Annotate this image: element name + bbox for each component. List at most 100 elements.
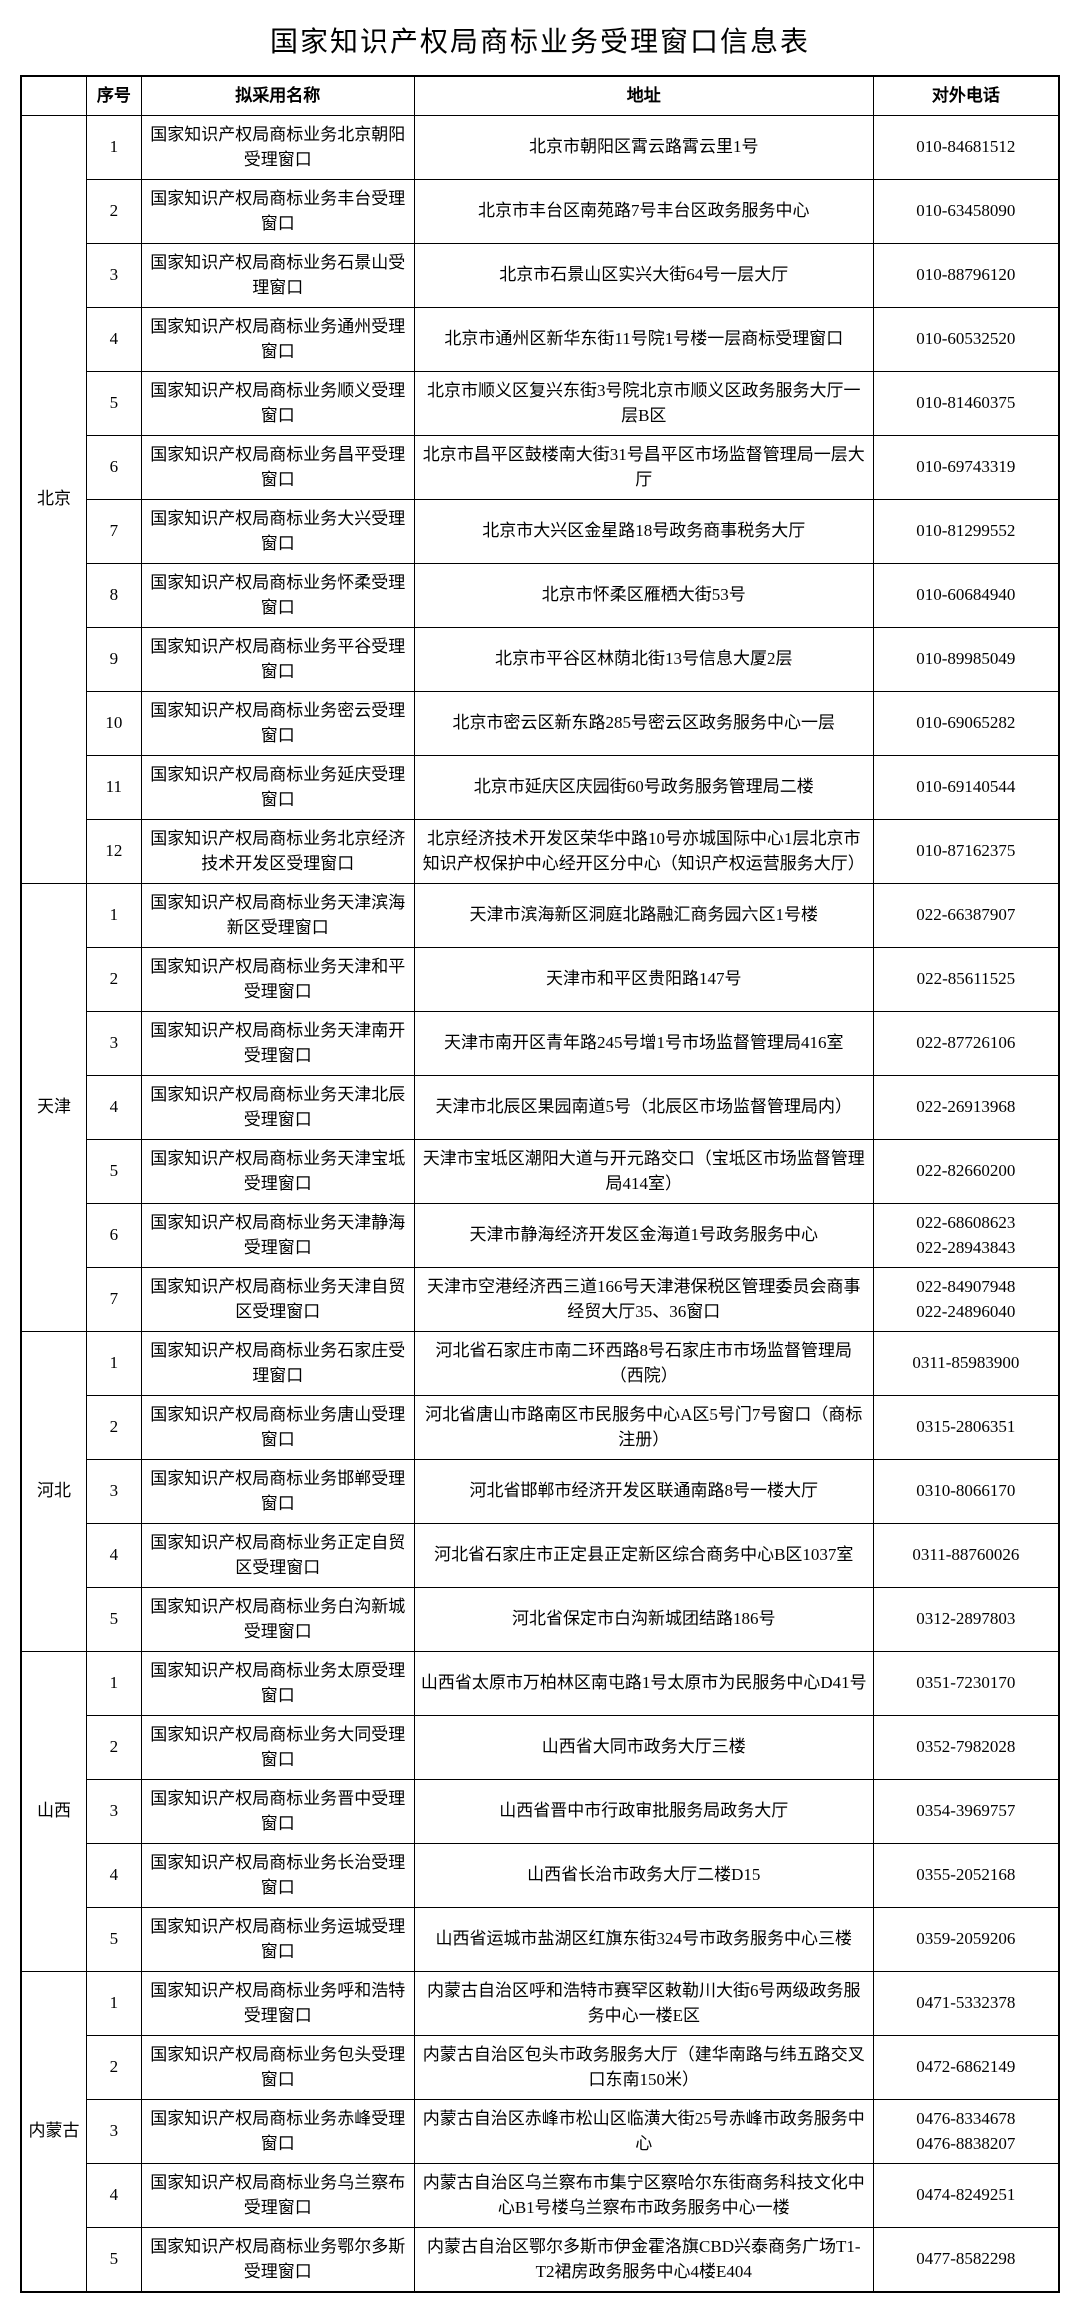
- phone-cell: 0354-3969757: [873, 1779, 1059, 1843]
- num-cell: 5: [87, 2227, 142, 2292]
- name-cell: 国家知识产权局商标业务鄂尔多斯受理窗口: [141, 2227, 414, 2292]
- phone-cell: 010-81299552: [873, 499, 1059, 563]
- num-cell: 11: [87, 755, 142, 819]
- table-row: 2国家知识产权局商标业务包头受理窗口内蒙古自治区包头市政务服务大厅（建华南路与纬…: [21, 2035, 1059, 2099]
- name-cell: 国家知识产权局商标业务正定自贸区受理窗口: [141, 1523, 414, 1587]
- name-cell: 国家知识产权局商标业务大同受理窗口: [141, 1715, 414, 1779]
- table-row: 5国家知识产权局商标业务天津宝坻受理窗口天津市宝坻区潮阳大道与开元路交口（宝坻区…: [21, 1139, 1059, 1203]
- table-row: 内蒙古1国家知识产权局商标业务呼和浩特受理窗口内蒙古自治区呼和浩特市赛罕区敕勒川…: [21, 1971, 1059, 2035]
- name-cell: 国家知识产权局商标业务唐山受理窗口: [141, 1395, 414, 1459]
- name-cell: 国家知识产权局商标业务大兴受理窗口: [141, 499, 414, 563]
- addr-cell: 天津市南开区青年路245号增1号市场监督管理局416室: [414, 1011, 873, 1075]
- addr-cell: 北京市平谷区林荫北街13号信息大厦2层: [414, 627, 873, 691]
- phone-cell: 0359-2059206: [873, 1907, 1059, 1971]
- table-row: 3国家知识产权局商标业务邯郸受理窗口河北省邯郸市经济开发区联通南路8号一楼大厅0…: [21, 1459, 1059, 1523]
- addr-cell: 河北省石家庄市正定县正定新区综合商务中心B区1037室: [414, 1523, 873, 1587]
- phone-cell: 0311-85983900: [873, 1331, 1059, 1395]
- table-row: 9国家知识产权局商标业务平谷受理窗口北京市平谷区林荫北街13号信息大厦2层010…: [21, 627, 1059, 691]
- phone-cell: 0312-2897803: [873, 1587, 1059, 1651]
- num-cell: 3: [87, 243, 142, 307]
- phone-cell: 0352-7982028: [873, 1715, 1059, 1779]
- name-cell: 国家知识产权局商标业务太原受理窗口: [141, 1651, 414, 1715]
- name-cell: 国家知识产权局商标业务北京经济技术开发区受理窗口: [141, 819, 414, 883]
- phone-cell: 0315-2806351: [873, 1395, 1059, 1459]
- table-row: 山西1国家知识产权局商标业务太原受理窗口山西省太原市万柏林区南屯路1号太原市为民…: [21, 1651, 1059, 1715]
- num-cell: 4: [87, 1075, 142, 1139]
- phone-cell: 010-69065282: [873, 691, 1059, 755]
- addr-cell: 河北省邯郸市经济开发区联通南路8号一楼大厅: [414, 1459, 873, 1523]
- num-cell: 1: [87, 1971, 142, 2035]
- addr-cell: 北京市丰台区南苑路7号丰台区政务服务中心: [414, 179, 873, 243]
- table-row: 11国家知识产权局商标业务延庆受理窗口北京市延庆区庆园街60号政务服务管理局二楼…: [21, 755, 1059, 819]
- table-row: 河北1国家知识产权局商标业务石家庄受理窗口河北省石家庄市南二环西路8号石家庄市市…: [21, 1331, 1059, 1395]
- num-cell: 4: [87, 2163, 142, 2227]
- num-cell: 1: [87, 115, 142, 179]
- name-cell: 国家知识产权局商标业务密云受理窗口: [141, 691, 414, 755]
- name-cell: 国家知识产权局商标业务平谷受理窗口: [141, 627, 414, 691]
- addr-cell: 山西省太原市万柏林区南屯路1号太原市为民服务中心D41号: [414, 1651, 873, 1715]
- num-cell: 4: [87, 1843, 142, 1907]
- region-cell: 北京: [21, 115, 87, 883]
- name-cell: 国家知识产权局商标业务天津和平受理窗口: [141, 947, 414, 1011]
- phone-cell: 010-60532520: [873, 307, 1059, 371]
- phone-cell: 022-66387907: [873, 883, 1059, 947]
- num-cell: 1: [87, 1331, 142, 1395]
- name-cell: 国家知识产权局商标业务呼和浩特受理窗口: [141, 1971, 414, 2035]
- page-title: 国家知识产权局商标业务受理窗口信息表: [20, 20, 1060, 60]
- phone-cell: 010-60684940: [873, 563, 1059, 627]
- table-row: 5国家知识产权局商标业务顺义受理窗口北京市顺义区复兴东街3号院北京市顺义区政务服…: [21, 371, 1059, 435]
- name-cell: 国家知识产权局商标业务乌兰察布受理窗口: [141, 2163, 414, 2227]
- phone-cell: 0355-2052168: [873, 1843, 1059, 1907]
- table-row: 12国家知识产权局商标业务北京经济技术开发区受理窗口北京经济技术开发区荣华中路1…: [21, 819, 1059, 883]
- num-cell: 4: [87, 307, 142, 371]
- phone-cell: 010-69743319: [873, 435, 1059, 499]
- addr-cell: 北京市昌平区鼓楼南大街31号昌平区市场监督管理局一层大厅: [414, 435, 873, 499]
- name-cell: 国家知识产权局商标业务丰台受理窗口: [141, 179, 414, 243]
- addr-cell: 内蒙古自治区赤峰市松山区临潢大街25号赤峰市政务服务中心: [414, 2099, 873, 2163]
- table-row: 5国家知识产权局商标业务鄂尔多斯受理窗口内蒙古自治区鄂尔多斯市伊金霍洛旗CBD兴…: [21, 2227, 1059, 2292]
- num-cell: 7: [87, 499, 142, 563]
- addr-cell: 内蒙古自治区鄂尔多斯市伊金霍洛旗CBD兴泰商务广场T1-T2裙房政务服务中心4楼…: [414, 2227, 873, 2292]
- addr-cell: 天津市宝坻区潮阳大道与开元路交口（宝坻区市场监督管理局414室）: [414, 1139, 873, 1203]
- region-cell: 内蒙古: [21, 1971, 87, 2292]
- name-cell: 国家知识产权局商标业务天津静海受理窗口: [141, 1203, 414, 1267]
- addr-cell: 天津市滨海新区洞庭北路融汇商务园六区1号楼: [414, 883, 873, 947]
- phone-cell: 010-87162375: [873, 819, 1059, 883]
- num-cell: 4: [87, 1523, 142, 1587]
- table-row: 4国家知识产权局商标业务通州受理窗口北京市通州区新华东街11号院1号楼一层商标受…: [21, 307, 1059, 371]
- header-name: 拟采用名称: [141, 76, 414, 115]
- name-cell: 国家知识产权局商标业务长治受理窗口: [141, 1843, 414, 1907]
- num-cell: 1: [87, 883, 142, 947]
- addr-cell: 山西省晋中市行政审批服务局政务大厅: [414, 1779, 873, 1843]
- header-phone: 对外电话: [873, 76, 1059, 115]
- header-region: [21, 76, 87, 115]
- num-cell: 2: [87, 179, 142, 243]
- num-cell: 5: [87, 371, 142, 435]
- num-cell: 2: [87, 1395, 142, 1459]
- addr-cell: 北京市大兴区金星路18号政务商事税务大厅: [414, 499, 873, 563]
- addr-cell: 河北省唐山市路南区市民服务中心A区5号门7号窗口（商标注册）: [414, 1395, 873, 1459]
- phone-cell: 022-84907948 022-24896040: [873, 1267, 1059, 1331]
- num-cell: 5: [87, 1587, 142, 1651]
- num-cell: 12: [87, 819, 142, 883]
- name-cell: 国家知识产权局商标业务邯郸受理窗口: [141, 1459, 414, 1523]
- addr-cell: 北京经济技术开发区荣华中路10号亦城国际中心1层北京市知识产权保护中心经开区分中…: [414, 819, 873, 883]
- phone-cell: 010-88796120: [873, 243, 1059, 307]
- addr-cell: 河北省石家庄市南二环西路8号石家庄市市场监督管理局（西院）: [414, 1331, 873, 1395]
- table-row: 2国家知识产权局商标业务唐山受理窗口河北省唐山市路南区市民服务中心A区5号门7号…: [21, 1395, 1059, 1459]
- phone-cell: 010-84681512: [873, 115, 1059, 179]
- table-row: 3国家知识产权局商标业务晋中受理窗口山西省晋中市行政审批服务局政务大厅0354-…: [21, 1779, 1059, 1843]
- num-cell: 3: [87, 1779, 142, 1843]
- name-cell: 国家知识产权局商标业务白沟新城受理窗口: [141, 1587, 414, 1651]
- table-row: 3国家知识产权局商标业务天津南开受理窗口天津市南开区青年路245号增1号市场监督…: [21, 1011, 1059, 1075]
- num-cell: 2: [87, 1715, 142, 1779]
- region-cell: 天津: [21, 883, 87, 1331]
- name-cell: 国家知识产权局商标业务怀柔受理窗口: [141, 563, 414, 627]
- addr-cell: 北京市通州区新华东街11号院1号楼一层商标受理窗口: [414, 307, 873, 371]
- table-row: 2国家知识产权局商标业务天津和平受理窗口天津市和平区贵阳路147号022-856…: [21, 947, 1059, 1011]
- phone-cell: 0310-8066170: [873, 1459, 1059, 1523]
- addr-cell: 北京市密云区新东路285号密云区政务服务中心一层: [414, 691, 873, 755]
- num-cell: 1: [87, 1651, 142, 1715]
- phone-cell: 022-82660200: [873, 1139, 1059, 1203]
- info-table: 序号 拟采用名称 地址 对外电话 北京1国家知识产权局商标业务北京朝阳受理窗口北…: [20, 75, 1060, 2293]
